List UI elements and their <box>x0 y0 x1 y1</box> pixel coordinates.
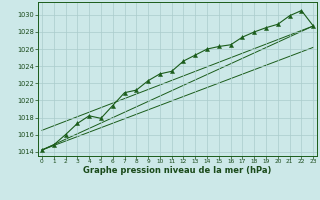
X-axis label: Graphe pression niveau de la mer (hPa): Graphe pression niveau de la mer (hPa) <box>84 166 272 175</box>
